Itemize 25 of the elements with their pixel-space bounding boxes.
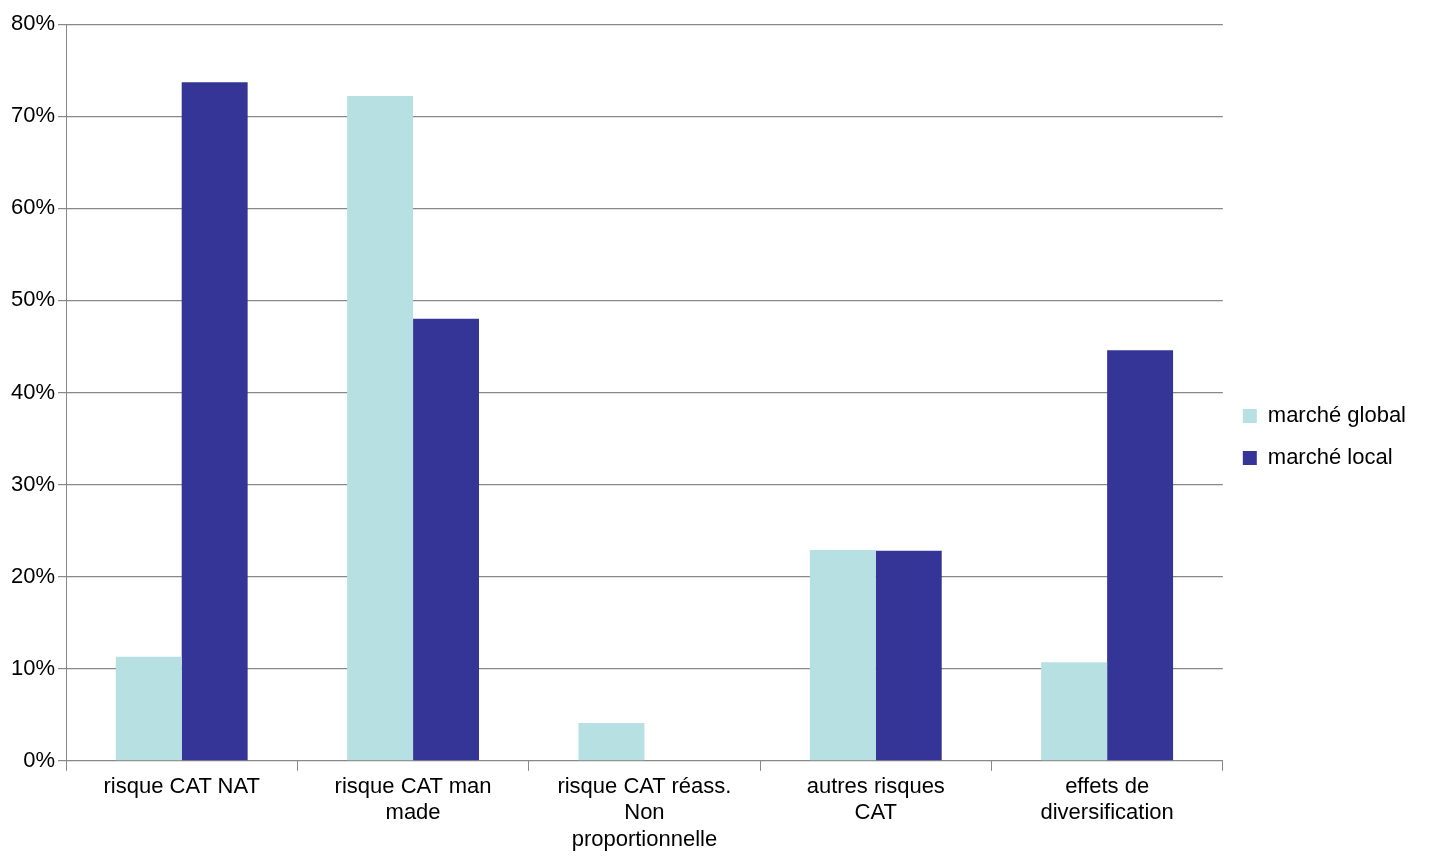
y-tick-label: 20% <box>10 562 56 588</box>
bar <box>413 318 479 761</box>
legend-label: marché local <box>1267 444 1393 470</box>
x-tick-label: autres risques CAT <box>806 773 945 825</box>
bar <box>578 723 645 761</box>
y-tick-label: 30% <box>10 470 56 496</box>
bar <box>181 82 248 761</box>
y-tick-label: 80% <box>10 10 56 36</box>
y-tick-label: 10% <box>10 654 56 680</box>
bar <box>1041 662 1108 761</box>
bar <box>1107 350 1174 761</box>
bar <box>115 656 182 761</box>
y-tick-label: 0% <box>23 746 56 772</box>
x-tick-label: effets de diversification <box>1040 773 1174 825</box>
bar <box>809 549 876 761</box>
bar <box>347 96 414 761</box>
x-tick-label: risque CAT NAT <box>103 773 260 799</box>
y-tick-label: 60% <box>10 194 56 220</box>
legend-label: marché global <box>1267 402 1406 428</box>
x-tick-label: risque CAT réass. Non proportionnelle <box>557 773 732 851</box>
y-tick-label: 40% <box>10 378 56 404</box>
y-tick-label: 50% <box>10 286 56 312</box>
x-tick-label: risque CAT man made <box>334 773 492 825</box>
bar <box>875 550 942 761</box>
y-tick-label: 70% <box>10 102 56 128</box>
